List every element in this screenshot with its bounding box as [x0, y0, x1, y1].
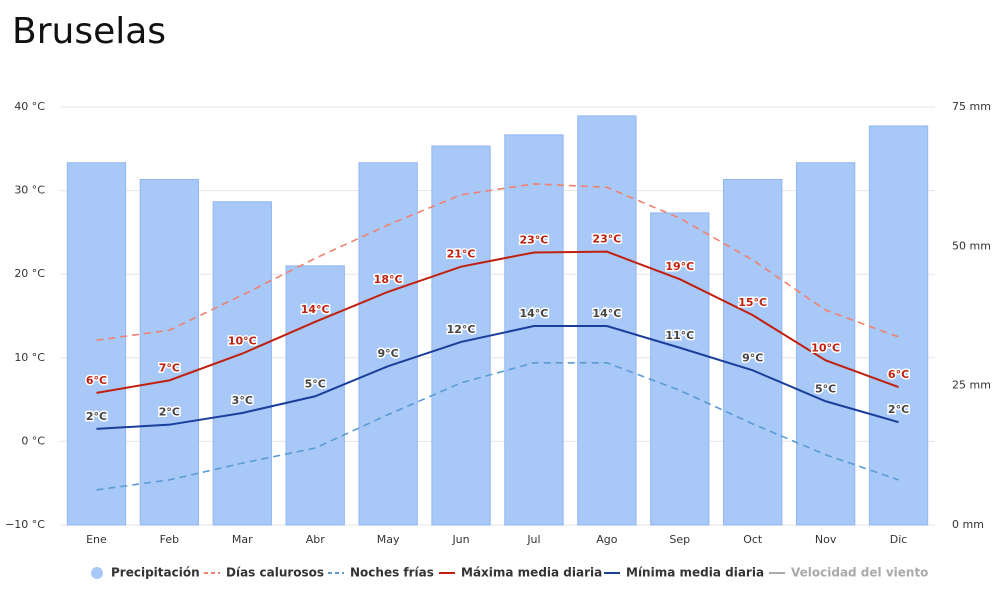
data-label: 6°C	[86, 374, 107, 387]
y-tick-label: 0 °C	[21, 434, 45, 447]
data-label: 2°C	[86, 410, 107, 423]
legend-label: Precipitación	[111, 566, 200, 580]
y-tick-label: 30 °C	[14, 184, 45, 197]
legend-label: Días calurosos	[226, 566, 324, 580]
y2-tick-label: 0 mm	[952, 518, 984, 531]
bar	[285, 265, 345, 526]
data-label: 5°C	[815, 382, 836, 395]
bar	[139, 178, 200, 526]
bar	[795, 162, 856, 526]
data-label: 23°C	[520, 233, 549, 246]
x-tick-label: Mar	[232, 533, 253, 546]
x-tick-label: Sep	[669, 533, 690, 546]
y-tick-label: −10 °C	[5, 518, 45, 531]
x-tick-label: Oct	[743, 533, 763, 546]
data-label: 19°C	[665, 260, 694, 273]
x-tick-label: Dic	[890, 533, 908, 546]
bar	[868, 125, 929, 526]
data-label: 14°C	[301, 303, 330, 316]
line	[96, 362, 899, 491]
chart-title: Bruselas	[12, 11, 166, 52]
x-tick-label: Ene	[86, 533, 107, 546]
data-label: 23°C	[592, 233, 621, 246]
legend-label: Noches frías	[350, 566, 434, 580]
x-tick-label: Jul	[526, 533, 540, 546]
data-label: 14°C	[520, 307, 549, 320]
y-tick-label: 20 °C	[14, 267, 45, 280]
bar	[66, 162, 127, 526]
line	[96, 183, 899, 342]
line	[96, 325, 899, 430]
legend-label: Mínima media diaria	[626, 566, 764, 580]
x-tick-label: May	[377, 533, 400, 546]
y-tick-label: 10 °C	[14, 351, 45, 364]
y2-tick-label: 50 mm	[952, 239, 991, 252]
line	[96, 250, 899, 394]
x-tick-label: Jun	[451, 533, 469, 546]
bar	[723, 178, 783, 526]
data-label: 9°C	[742, 351, 763, 364]
bar	[577, 115, 637, 526]
legend-label: Velocidad del viento	[791, 566, 928, 580]
data-label: 15°C	[738, 296, 767, 309]
y2-tick-label: 25 mm	[952, 379, 991, 392]
data-label: 21°C	[447, 248, 476, 261]
data-label: 10°C	[228, 335, 257, 348]
data-label: 7°C	[159, 361, 180, 374]
data-label: 2°C	[159, 406, 180, 419]
legend-marker	[91, 567, 103, 579]
y2-tick-label: 75 mm	[952, 100, 991, 113]
data-label: 18°C	[374, 273, 403, 286]
bar	[212, 201, 272, 526]
data-label: 11°C	[665, 329, 694, 342]
bar	[650, 212, 710, 526]
y-tick-label: 40 °C	[14, 100, 45, 113]
data-label: 6°C	[888, 368, 909, 381]
data-label: 14°C	[592, 307, 621, 320]
x-tick-label: Feb	[160, 533, 179, 546]
legend-label: Máxima media diaria	[461, 566, 602, 580]
x-tick-label: Nov	[815, 533, 837, 546]
data-label: 2°C	[888, 403, 909, 416]
data-label: 9°C	[378, 347, 399, 360]
x-tick-label: Abr	[306, 533, 326, 546]
data-label: 3°C	[232, 394, 253, 407]
x-tick-label: Ago	[596, 533, 618, 546]
data-label: 10°C	[811, 341, 840, 354]
data-label: 12°C	[447, 323, 476, 336]
data-label: 5°C	[305, 377, 326, 390]
bar	[358, 162, 418, 526]
bar	[431, 145, 491, 526]
